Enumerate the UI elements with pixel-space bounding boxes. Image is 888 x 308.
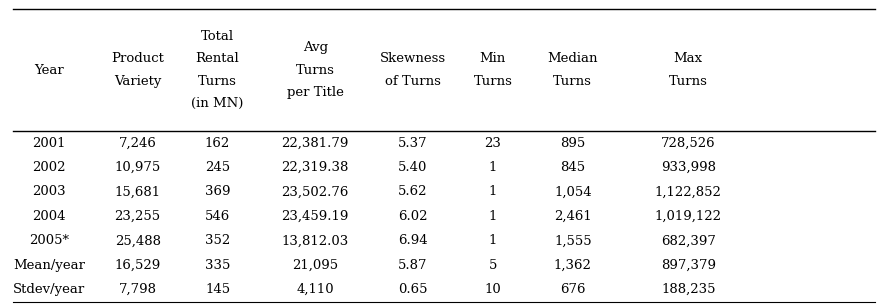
Text: 1: 1 [488, 210, 497, 223]
Text: 2003: 2003 [32, 185, 66, 198]
Text: 6.02: 6.02 [398, 210, 428, 223]
Text: 245: 245 [205, 161, 230, 174]
Text: 5: 5 [488, 259, 497, 272]
Text: 335: 335 [205, 259, 230, 272]
Text: Mean/year: Mean/year [12, 259, 85, 272]
Text: 25,488: 25,488 [115, 234, 161, 247]
Text: Product: Product [111, 52, 164, 66]
Text: 5.62: 5.62 [398, 185, 428, 198]
Text: Min: Min [480, 52, 506, 66]
Text: 16,529: 16,529 [115, 259, 161, 272]
Text: Skewness: Skewness [380, 52, 446, 66]
Text: Avg: Avg [303, 41, 328, 55]
Text: 1,054: 1,054 [554, 185, 591, 198]
Text: 6.94: 6.94 [398, 234, 428, 247]
Text: Year: Year [34, 63, 64, 77]
Text: 15,681: 15,681 [115, 185, 161, 198]
Text: 21,095: 21,095 [292, 259, 338, 272]
Text: 1,555: 1,555 [554, 234, 591, 247]
Text: Rental: Rental [195, 52, 240, 66]
Text: 1: 1 [488, 161, 497, 174]
Text: Turns: Turns [473, 75, 512, 88]
Text: 1: 1 [488, 234, 497, 247]
Text: 2002: 2002 [32, 161, 66, 174]
Text: 369: 369 [205, 185, 230, 198]
Text: Variety: Variety [114, 75, 162, 88]
Text: 897,379: 897,379 [661, 259, 716, 272]
Text: 7,246: 7,246 [119, 137, 156, 150]
Text: 352: 352 [205, 234, 230, 247]
Text: 5.87: 5.87 [398, 259, 428, 272]
Text: 22,381.79: 22,381.79 [281, 137, 349, 150]
Text: 546: 546 [205, 210, 230, 223]
Text: 933,998: 933,998 [661, 161, 716, 174]
Text: 7,798: 7,798 [119, 283, 156, 296]
Text: 1,362: 1,362 [554, 259, 591, 272]
Text: 5.40: 5.40 [398, 161, 428, 174]
Text: Median: Median [548, 52, 598, 66]
Text: 145: 145 [205, 283, 230, 296]
Text: 10,975: 10,975 [115, 161, 161, 174]
Text: 13,812.03: 13,812.03 [281, 234, 349, 247]
Text: Total: Total [201, 30, 234, 43]
Text: 1,019,122: 1,019,122 [654, 210, 722, 223]
Text: Turns: Turns [553, 75, 592, 88]
Text: Turns: Turns [198, 75, 237, 88]
Text: Stdev/year: Stdev/year [12, 283, 85, 296]
Text: 0.65: 0.65 [398, 283, 428, 296]
Text: 845: 845 [560, 161, 585, 174]
Text: 2005*: 2005* [28, 234, 69, 247]
Text: 2001: 2001 [32, 137, 66, 150]
Text: 895: 895 [560, 137, 585, 150]
Text: 2,461: 2,461 [554, 210, 591, 223]
Text: Turns: Turns [296, 63, 335, 77]
Text: 22,319.38: 22,319.38 [281, 161, 349, 174]
Text: 728,526: 728,526 [661, 137, 716, 150]
Text: 1: 1 [488, 185, 497, 198]
Text: per Title: per Title [287, 86, 344, 99]
Text: Turns: Turns [669, 75, 708, 88]
Text: 188,235: 188,235 [661, 283, 716, 296]
Text: 23,502.76: 23,502.76 [281, 185, 349, 198]
Text: 1,122,852: 1,122,852 [654, 185, 722, 198]
Text: (in MN): (in MN) [192, 97, 243, 110]
Text: 162: 162 [205, 137, 230, 150]
Text: 682,397: 682,397 [661, 234, 716, 247]
Text: 10: 10 [485, 283, 501, 296]
Text: 23,459.19: 23,459.19 [281, 210, 349, 223]
Text: 676: 676 [560, 283, 585, 296]
Text: 5.37: 5.37 [398, 137, 428, 150]
Text: 2004: 2004 [32, 210, 66, 223]
Text: Max: Max [674, 52, 702, 66]
Text: 23,255: 23,255 [115, 210, 161, 223]
Text: 23: 23 [484, 137, 502, 150]
Text: of Turns: of Turns [385, 75, 440, 88]
Text: 4,110: 4,110 [297, 283, 334, 296]
